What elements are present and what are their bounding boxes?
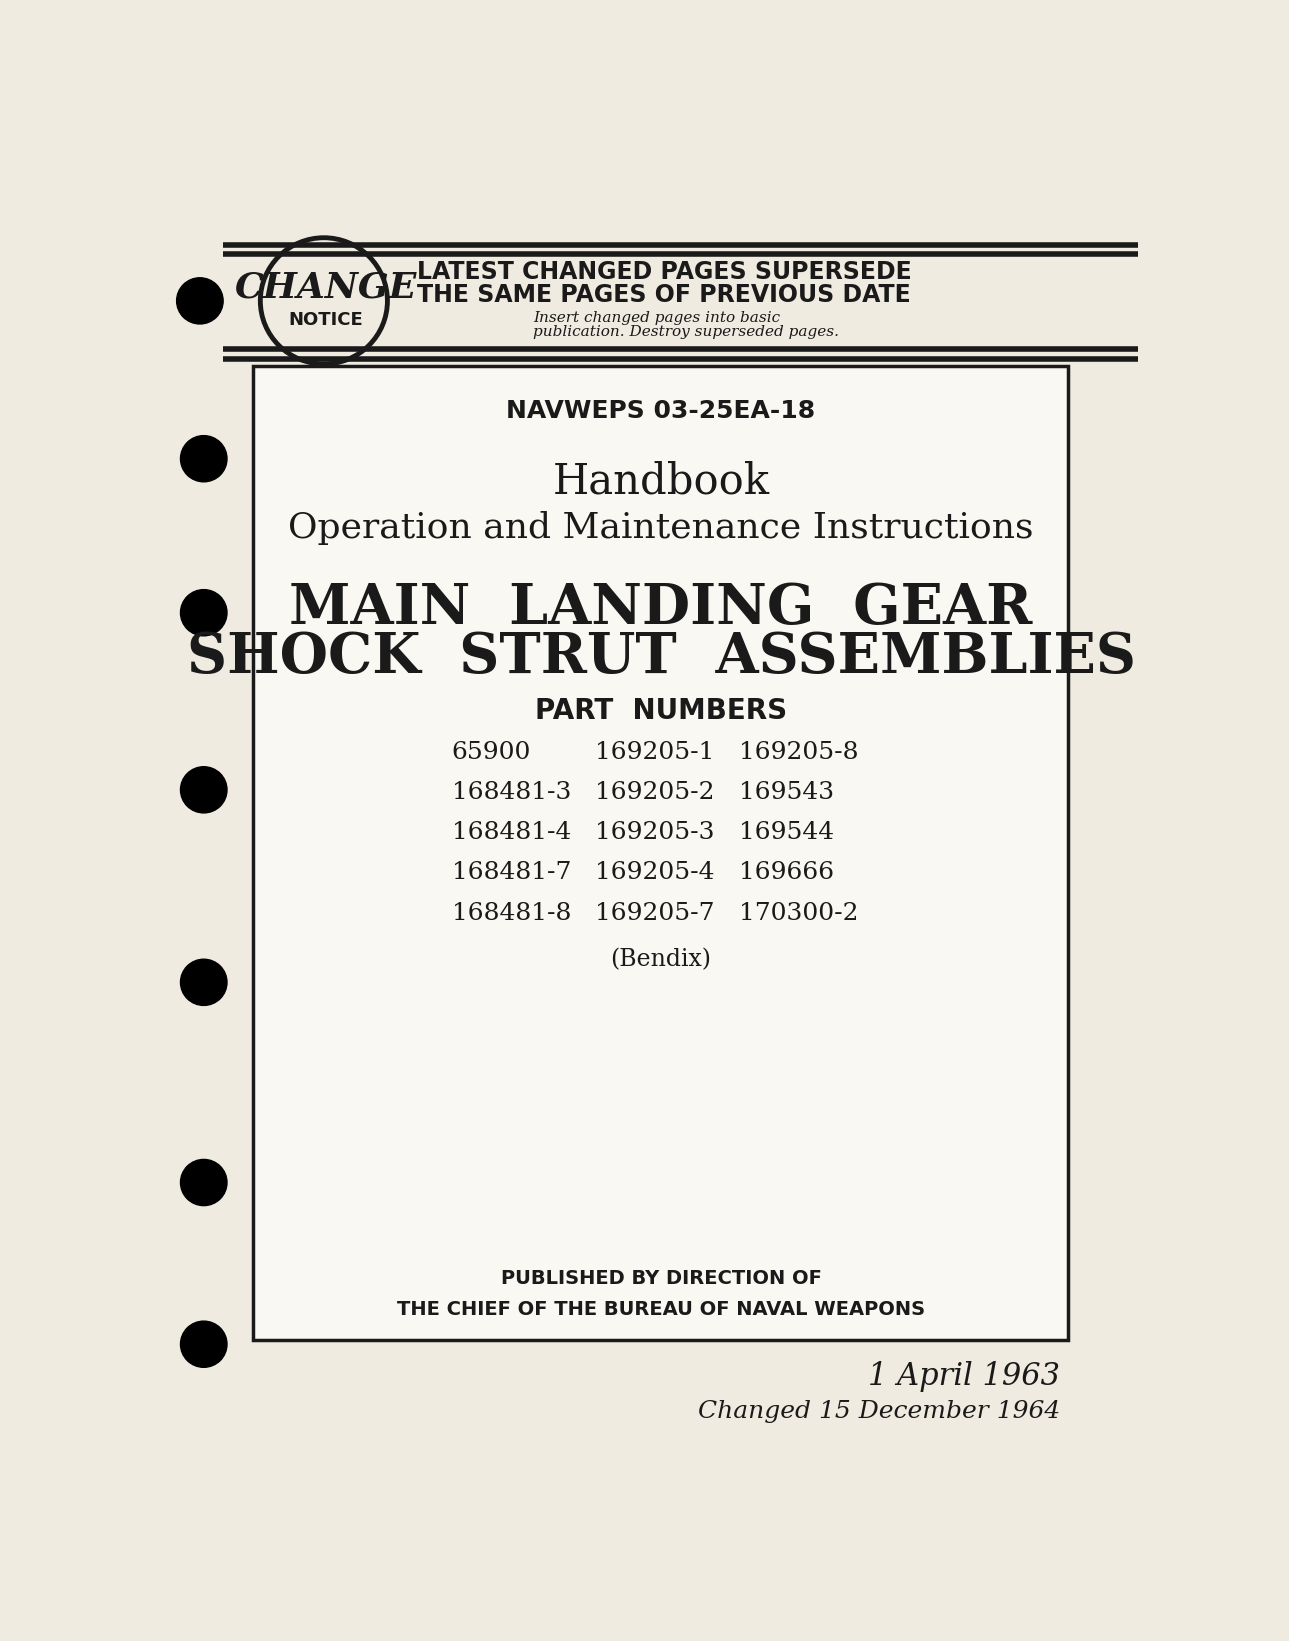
Text: 169205-1: 169205-1 (596, 742, 714, 765)
Circle shape (180, 1321, 227, 1367)
Text: 168481-4: 168481-4 (451, 822, 571, 845)
Text: publication. Destroy superseded pages.: publication. Destroy superseded pages. (534, 325, 839, 338)
Text: 169666: 169666 (739, 862, 834, 884)
Bar (253, 366, 1067, 1341)
Text: 168481-7: 168481-7 (451, 862, 571, 884)
Text: THE CHIEF OF THE BUREAU OF NAVAL WEAPONS: THE CHIEF OF THE BUREAU OF NAVAL WEAPONS (397, 1300, 926, 1319)
Text: THE SAME PAGES OF PREVIOUS DATE: THE SAME PAGES OF PREVIOUS DATE (416, 284, 910, 307)
Text: 169543: 169543 (739, 781, 834, 804)
Circle shape (180, 1160, 227, 1206)
Text: 169205-7: 169205-7 (596, 901, 714, 924)
Text: (Bendix): (Bendix) (611, 948, 712, 971)
Text: 168481-8: 168481-8 (451, 901, 571, 924)
Circle shape (177, 277, 223, 323)
Circle shape (180, 589, 227, 635)
Text: Changed 15 December 1964: Changed 15 December 1964 (697, 1400, 1060, 1423)
Text: 169205-3: 169205-3 (596, 822, 714, 845)
Text: LATEST CHANGED PAGES SUPERSEDE: LATEST CHANGED PAGES SUPERSEDE (416, 261, 911, 284)
Text: SHOCK  STRUT  ASSEMBLIES: SHOCK STRUT ASSEMBLIES (187, 630, 1136, 684)
Text: Insert changed pages into basic: Insert changed pages into basic (534, 310, 780, 325)
Text: MAIN  LANDING  GEAR: MAIN LANDING GEAR (289, 581, 1032, 637)
Text: 169205-4: 169205-4 (596, 862, 714, 884)
Text: PUBLISHED BY DIRECTION OF: PUBLISHED BY DIRECTION OF (500, 1268, 821, 1288)
Text: CHANGE: CHANGE (235, 271, 416, 305)
Text: 169205-8: 169205-8 (739, 742, 858, 765)
Text: NOTICE: NOTICE (287, 312, 362, 330)
Text: PART  NUMBERS: PART NUMBERS (535, 697, 788, 725)
Text: 169544: 169544 (739, 822, 834, 845)
Circle shape (180, 960, 227, 1006)
Text: Operation and Maintenance Instructions: Operation and Maintenance Instructions (289, 510, 1034, 545)
Text: 1 April 1963: 1 April 1963 (867, 1360, 1060, 1392)
Text: 170300-2: 170300-2 (739, 901, 858, 924)
Circle shape (180, 766, 227, 812)
Circle shape (180, 435, 227, 482)
Text: NAVWEPS 03-25EA-18: NAVWEPS 03-25EA-18 (507, 399, 816, 423)
Text: 65900: 65900 (451, 742, 531, 765)
Text: 169205-2: 169205-2 (596, 781, 714, 804)
Text: 168481-3: 168481-3 (451, 781, 571, 804)
Text: Handbook: Handbook (553, 461, 770, 502)
